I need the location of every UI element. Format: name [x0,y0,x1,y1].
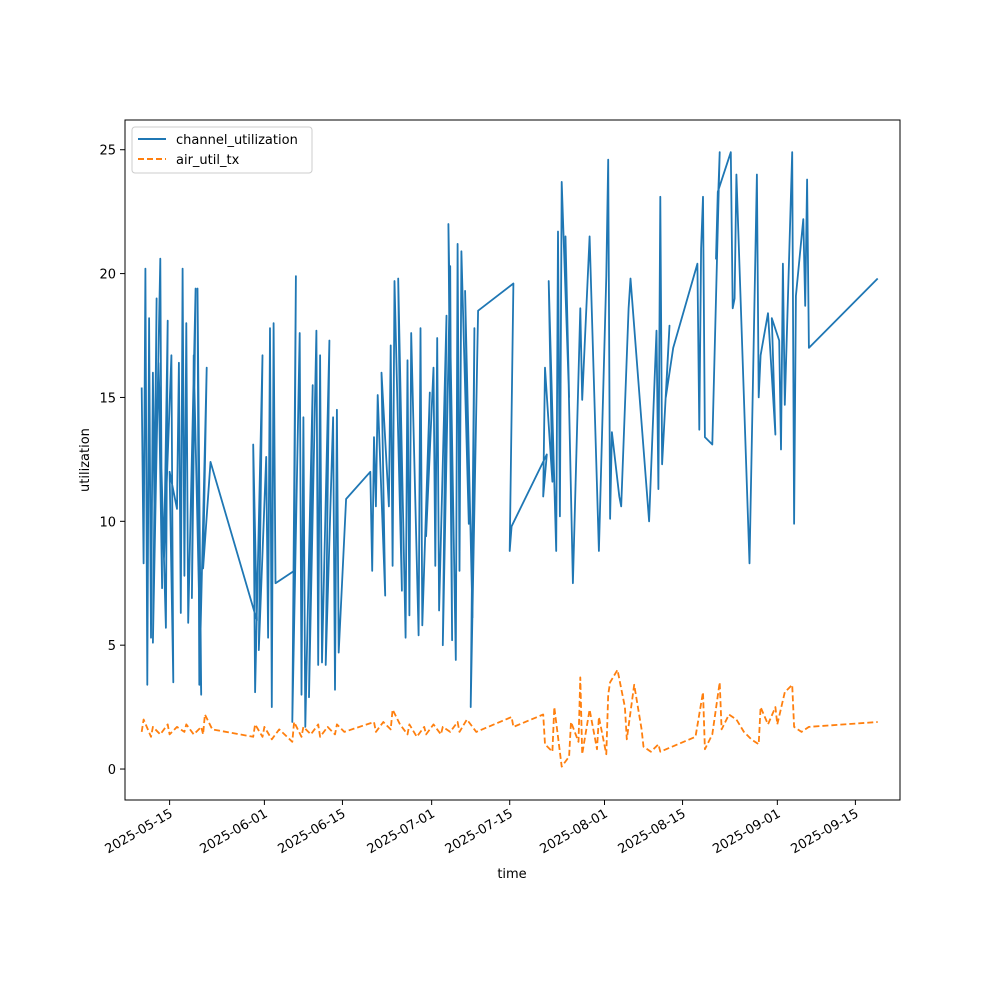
legend: channel_utilization air_util_tx [131,126,313,174]
y-tick-label: 25 [99,144,116,159]
y-tick-label: 0 [108,763,116,778]
legend-label-channel-utilization: channel_utilization [176,133,298,148]
series-line-channel-utilization [140,151,879,728]
plot-area [140,151,879,768]
axes-frame [124,119,901,801]
series-line-air-util-tx [140,669,878,768]
y-axis-label: utilization [78,428,93,492]
y-tick-label: 5 [108,639,116,654]
legend-label-air-util-tx: air_util_tx [176,153,240,168]
legend-box [131,126,313,174]
x-axis-label: time [497,867,526,882]
y-axis: 0 5 10 15 20 25 [99,144,125,778]
y-tick-label: 15 [99,391,116,406]
y-tick-label: 10 [99,515,116,530]
y-tick-label: 20 [99,268,116,283]
